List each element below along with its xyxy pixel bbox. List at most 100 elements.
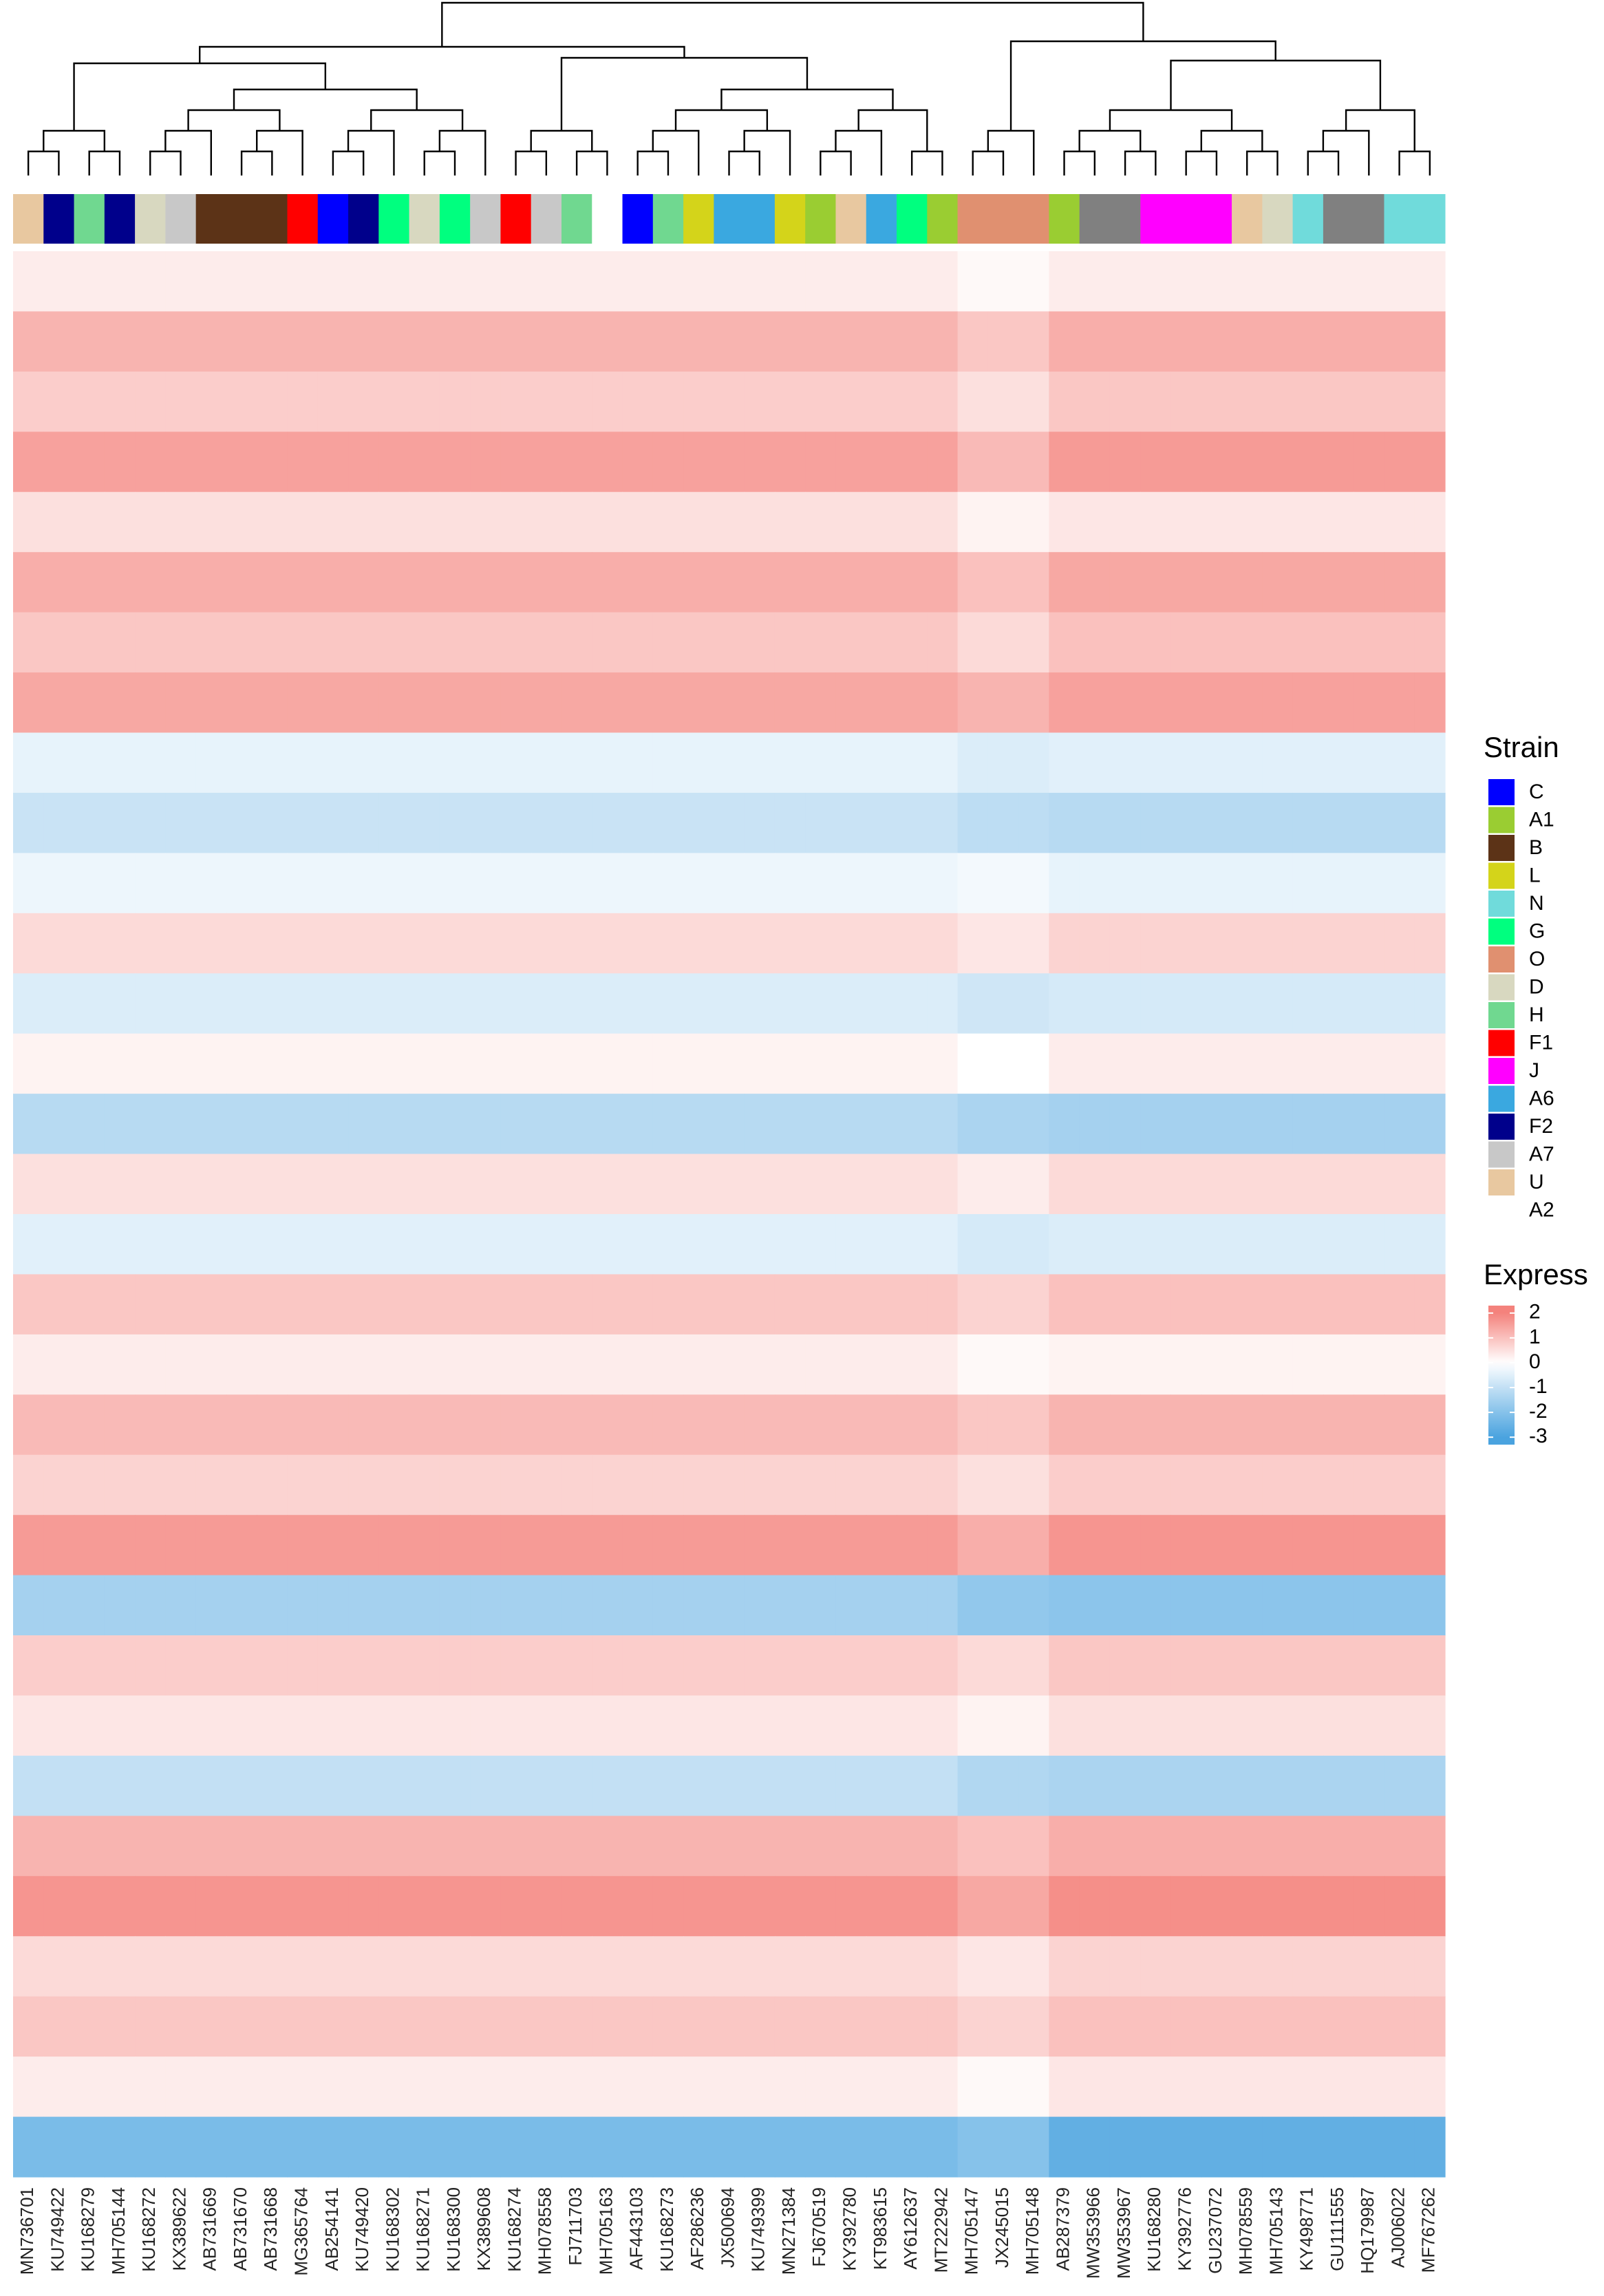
strain-annotation: [866, 194, 897, 244]
heatmap-cell: [714, 1936, 745, 1997]
heatmap-cell: [1140, 432, 1172, 493]
heatmap-cell: [74, 1454, 105, 1516]
heatmap-cell: [866, 432, 897, 493]
heatmap-cell: [1140, 973, 1172, 1034]
heatmap-cell: [1292, 1274, 1324, 1335]
heatmap-cell: [1384, 1936, 1415, 1997]
heatmap-cell: [257, 732, 288, 794]
heatmap-cell: [622, 1575, 654, 1636]
heatmap-cell: [957, 913, 989, 974]
heatmap-cell: [714, 1515, 745, 1576]
heatmap-cell: [1170, 853, 1202, 914]
heatmap-cell: [805, 2116, 837, 2178]
heatmap-cell: [226, 1274, 257, 1335]
heatmap-cell: [1018, 311, 1050, 372]
heatmap-cell: [805, 1635, 837, 1697]
heatmap-cell: [957, 1635, 989, 1697]
heatmap-cell: [1018, 1274, 1050, 1335]
heatmap-cell: [257, 552, 288, 613]
strain-annotation: [531, 194, 562, 244]
heatmap-cell: [957, 853, 989, 914]
heatmap-cell: [1414, 913, 1446, 974]
heatmap-cell: [378, 1214, 410, 1275]
heatmap-cell: [317, 1635, 349, 1697]
heatmap-cell: [1354, 1635, 1385, 1697]
heatmap-cell: [1232, 371, 1263, 432]
legend-swatch: [1488, 1085, 1515, 1112]
heatmap-cell: [439, 853, 471, 914]
heatmap-cell: [774, 792, 806, 853]
heatmap-cell: [1323, 1033, 1354, 1094]
heatmap-cell: [1323, 552, 1354, 613]
legend-swatch: [1488, 779, 1515, 805]
heatmap-cell: [43, 672, 75, 734]
heatmap-cell: [378, 1996, 410, 2057]
heatmap-cell: [1049, 251, 1080, 312]
heatmap-cell: [1414, 1094, 1446, 1155]
heatmap-cell: [622, 1274, 654, 1335]
heatmap-cell: [987, 1033, 1019, 1094]
heatmap-cell: [135, 1394, 166, 1456]
heatmap-cell: [987, 1755, 1019, 1816]
heatmap-cell: [317, 2116, 349, 2178]
heatmap-cell: [531, 371, 562, 432]
heatmap-cell: [43, 1635, 75, 1697]
heatmap-cell: [1079, 853, 1111, 914]
dendrogram-branch: [438, 129, 486, 176]
heatmap-cell: [135, 1695, 166, 1756]
heatmap-cell: [500, 1816, 532, 1877]
heatmap-cell: [683, 552, 714, 613]
heatmap-cell: [622, 2116, 654, 2178]
heatmap-cell: [348, 2116, 379, 2178]
heatmap-cell: [744, 2116, 776, 2178]
heatmap-cell: [1049, 552, 1080, 613]
heatmap-cell: [226, 1394, 257, 1456]
heatmap-cell: [470, 913, 502, 974]
heatmap-cell: [74, 1334, 105, 1395]
heatmap-cell: [226, 792, 257, 853]
heatmap-cell: [897, 1875, 928, 1937]
heatmap-cell: [378, 1334, 410, 1395]
heatmap-cell: [744, 792, 776, 853]
heatmap-cell: [135, 1454, 166, 1516]
heatmap-cell: [1018, 1154, 1050, 1215]
heatmap-cell: [1232, 432, 1263, 493]
heatmap-cell: [1384, 1094, 1415, 1155]
heatmap-cell: [805, 1936, 837, 1997]
heatmap-cell: [226, 311, 257, 372]
heatmap-cell: [165, 371, 197, 432]
heatmap-cell: [1232, 1154, 1263, 1215]
heatmap-cell: [348, 491, 379, 553]
heatmap-cell: [652, 2116, 684, 2178]
heatmap-cell: [927, 1695, 959, 1756]
heatmap-cell: [135, 1094, 166, 1155]
heatmap-cell: [1170, 792, 1202, 853]
heatmap-cell: [531, 1394, 562, 1456]
strain-annotation: [744, 194, 776, 244]
heatmap-cell: [561, 1575, 592, 1636]
heatmap-cell: [409, 1394, 440, 1456]
heatmap-cell: [104, 612, 136, 673]
heatmap-cell: [1140, 612, 1172, 673]
heatmap-cell: [13, 251, 44, 312]
heatmap-cell: [470, 612, 502, 673]
heatmap-cell: [287, 1454, 319, 1516]
heatmap-cell: [835, 1214, 867, 1275]
heatmap-cell: [805, 913, 837, 974]
heatmap-cell: [317, 732, 349, 794]
heatmap-cell: [104, 251, 136, 312]
heatmap-cell: [531, 1755, 562, 1816]
heatmap-cell: [135, 491, 166, 553]
heatmap-cell: [683, 1816, 714, 1877]
heatmap-cell: [165, 1394, 197, 1456]
heatmap-cell: [1201, 1695, 1232, 1756]
heatmap-cell: [1414, 792, 1446, 853]
dendrogram-branch: [198, 45, 685, 63]
heatmap-cell: [866, 371, 897, 432]
heatmap-cell: [257, 1033, 288, 1094]
heatmap-cell: [1079, 2116, 1111, 2178]
heatmap-cell: [561, 732, 592, 794]
heatmap-cell: [165, 2116, 197, 2178]
heatmap-cell: [774, 1033, 806, 1094]
